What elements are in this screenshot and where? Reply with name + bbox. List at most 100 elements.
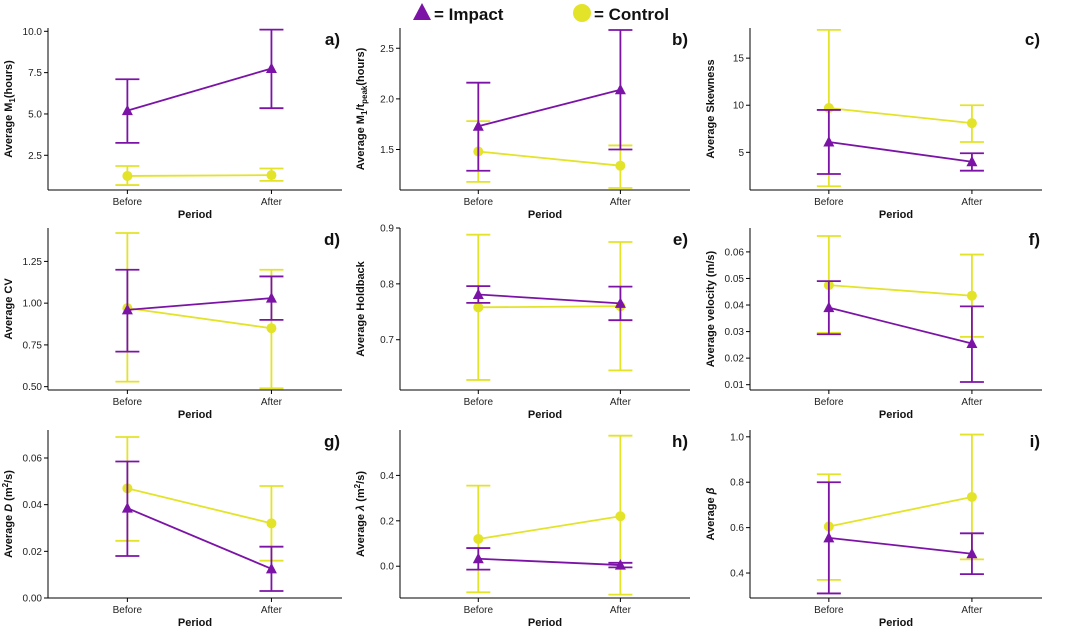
control-point <box>966 118 977 129</box>
impact-point <box>472 552 484 564</box>
x-tick-label: Before <box>814 397 844 408</box>
impact-point <box>472 120 484 131</box>
x-tick-label: After <box>261 397 283 408</box>
y-tick-label: 0.0 <box>380 562 394 573</box>
y-tick-label: 7.5 <box>28 68 42 79</box>
legend-control-circle-icon <box>573 4 591 22</box>
series-control <box>115 232 284 390</box>
chart-panel-c: 5 10 15 Before After Period c) Average Skewness <box>705 28 1042 221</box>
series-impact <box>816 481 984 595</box>
series-control <box>115 165 284 186</box>
y-tick-label: 0.7 <box>380 335 394 346</box>
control-point <box>266 170 277 181</box>
y-tick-label: 15 <box>733 54 745 65</box>
chart-panel-f: 0.01 0.02 0.03 0.04 0.05 0.06 Before After Perio… <box>705 228 1042 421</box>
control-point <box>615 160 626 171</box>
series-control <box>816 28 984 188</box>
y-tick-label: 0.6 <box>730 523 744 534</box>
y-tick-label: 1.0 <box>730 432 744 443</box>
y-tick-label: 0.75 <box>23 340 43 351</box>
panel-label: a) <box>325 30 340 49</box>
chart-panel-a: 2.5 5.0 7.5 10.0 Before After Period a) Average … <box>3 27 342 221</box>
series-line <box>828 284 972 297</box>
series-control <box>115 436 284 562</box>
series-control <box>466 120 633 189</box>
x-axis-title: Period <box>528 209 562 221</box>
impact-point <box>614 83 626 95</box>
x-axis-title: Period <box>178 209 212 221</box>
series-line <box>828 306 973 345</box>
series-line <box>127 297 272 311</box>
y-axis-title: Average D (m2/s) <box>1 470 15 558</box>
chart-panel-i: 0.4 0.6 0.8 1.0 Before After Period i) Average β <box>705 430 1042 629</box>
series-impact <box>115 268 284 353</box>
x-tick-label: Before <box>814 197 844 208</box>
control-point <box>266 323 277 334</box>
y-tick-label: 5.0 <box>28 109 42 120</box>
x-tick-label: Before <box>464 397 494 408</box>
control-point <box>615 511 626 522</box>
y-axis-title: Average CV <box>3 278 15 340</box>
y-axis-title: Average β <box>705 487 717 540</box>
legend-impact-triangle-icon <box>413 3 431 20</box>
series-impact <box>816 109 984 175</box>
control-point <box>266 518 277 529</box>
y-tick-label: 5 <box>738 148 744 159</box>
series-control <box>816 235 984 338</box>
panel-label: h) <box>672 432 688 451</box>
x-tick-label: After <box>261 197 283 208</box>
y-tick-label: 0.00 <box>23 594 43 605</box>
control-point <box>473 533 484 544</box>
impact-point <box>265 562 277 574</box>
x-tick-label: Before <box>113 397 143 408</box>
series-line <box>127 67 272 112</box>
series-impact <box>115 460 284 592</box>
control-point <box>966 491 977 502</box>
y-tick-label: 0.02 <box>725 354 745 365</box>
y-tick-label: 1.00 <box>23 299 43 310</box>
y-tick-label: 0.50 <box>23 382 43 393</box>
series-line <box>478 293 621 305</box>
series-line <box>127 174 272 177</box>
chart-panel-e: 0.7 0.8 0.9 Before After Period e) Average Hold… <box>355 224 690 421</box>
chart-panel-g: 0.00 0.02 0.04 0.06 Before After Period g) Avera… <box>1 430 342 629</box>
x-tick-label: Before <box>113 605 143 616</box>
legend: = Impact = Control <box>413 3 669 24</box>
y-axis-title: Average Skewness <box>705 59 717 158</box>
chart-panel-b: 1.5 2.0 2.5 Before After Period b) Average M1/t… <box>355 28 690 221</box>
series-line <box>478 515 621 540</box>
legend-impact-label: = Impact <box>434 5 504 24</box>
y-tick-label: 0.06 <box>23 454 43 465</box>
x-axis-title: Period <box>528 617 562 627</box>
control-point <box>122 170 133 181</box>
impact-point <box>966 155 978 167</box>
panel-label: c) <box>1025 30 1040 49</box>
y-tick-label: 0.06 <box>725 247 745 258</box>
chart-panel-d: 0.50 0.75 1.00 1.25 Before After Period d) Avera… <box>3 228 342 421</box>
x-tick-label: Before <box>814 605 844 616</box>
x-tick-label: After <box>610 197 632 208</box>
y-tick-label: 1.25 <box>23 257 43 268</box>
series-line <box>828 107 973 125</box>
series-line <box>478 150 621 167</box>
x-tick-label: Before <box>464 197 494 208</box>
series-line <box>828 496 973 528</box>
impact-point <box>966 337 978 349</box>
series-impact <box>466 285 633 322</box>
series-impact <box>115 28 284 144</box>
y-tick-label: 0.8 <box>380 279 394 290</box>
x-tick-label: After <box>610 397 632 408</box>
y-tick-label: 0.04 <box>23 500 43 511</box>
y-tick-label: 2.5 <box>28 151 42 162</box>
impact-point <box>121 502 133 513</box>
chart-panel-h: 0.0 0.2 0.4 Before After Period h) Average λ (m… <box>353 430 690 629</box>
impact-point <box>614 559 626 570</box>
impact-point <box>265 62 277 73</box>
series-impact <box>466 547 633 571</box>
series-control <box>816 433 984 581</box>
x-tick-label: After <box>961 605 983 616</box>
y-axis-title: Average M1(hours) <box>3 60 17 158</box>
x-axis-title: Period <box>879 209 913 221</box>
